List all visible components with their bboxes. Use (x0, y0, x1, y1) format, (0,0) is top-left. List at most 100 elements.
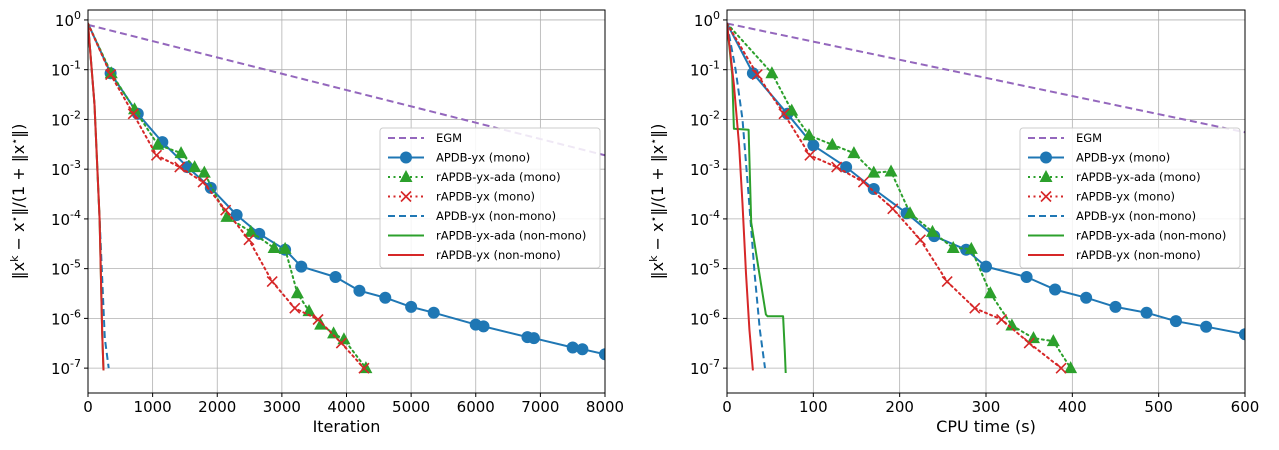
series-line (88, 22, 367, 370)
x-tick-label: 300 (972, 398, 1001, 416)
data-point (1169, 315, 1182, 328)
data-point (329, 270, 342, 283)
data-point (312, 313, 324, 326)
data-point (105, 68, 117, 81)
y-tick-label: 100 (694, 9, 720, 30)
data-point (379, 291, 392, 304)
data-point (314, 317, 328, 330)
legend-label: rAPDB-yx (mono) (1076, 190, 1175, 204)
data-point (289, 302, 301, 314)
series-4 (727, 23, 766, 369)
series-line (727, 23, 787, 374)
series-1 (88, 23, 605, 361)
x-tick-label: 8000 (586, 398, 624, 416)
series-line (727, 22, 1245, 134)
series-3 (88, 22, 370, 374)
y-tick-label: 10-2 (51, 108, 81, 129)
series-5 (727, 23, 787, 374)
x-tick-label: 6000 (457, 398, 495, 416)
legend-swatch-marker (400, 151, 412, 164)
data-point (1239, 328, 1245, 341)
series-line (88, 23, 110, 369)
y-tick-label: 10-3 (690, 158, 720, 179)
series-6 (727, 23, 754, 371)
data-point (230, 208, 243, 221)
data-point (1046, 334, 1060, 347)
data-point (197, 176, 209, 188)
x-tick-label: 2000 (198, 398, 236, 416)
legend-swatch-marker (399, 170, 413, 182)
data-point (174, 146, 188, 159)
series-2 (88, 22, 373, 374)
x-tick-label: 7000 (521, 398, 559, 416)
y-tick-label: 10-7 (51, 357, 81, 378)
data-point (127, 108, 139, 120)
x-tick-label: 1000 (134, 398, 172, 416)
data-point (267, 241, 281, 254)
series-line (88, 23, 105, 371)
data-point (290, 286, 304, 299)
data-point (807, 139, 820, 152)
data-point (867, 165, 881, 178)
legend-label: rAPDB-yx-ada (mono) (436, 170, 561, 184)
legend-label: APDB-yx (non-mono) (436, 209, 556, 223)
x-tick-label: 3000 (263, 398, 301, 416)
x-tick-label: 0 (83, 398, 93, 416)
legend-label: EGM (1076, 131, 1102, 145)
series-2 (727, 22, 1078, 374)
legend-label: APDB-yx (mono) (436, 151, 530, 165)
series-0 (727, 22, 1245, 134)
data-point (847, 146, 861, 159)
data-point (946, 241, 960, 254)
data-point (427, 306, 440, 319)
x-tick-label: 200 (885, 398, 914, 416)
legend-label: rAPDB-yx (non-mono) (1076, 248, 1201, 262)
data-point (778, 108, 790, 120)
data-point (295, 260, 308, 273)
data-point (746, 67, 759, 80)
data-point (903, 206, 917, 219)
data-point (925, 224, 939, 237)
legend-swatch-marker (1040, 190, 1052, 203)
data-point (914, 234, 926, 246)
y-tick-label: 10-1 (690, 59, 720, 80)
data-point (980, 260, 992, 273)
y-axis-label: ‖xk − x⋆‖/(1 + ‖x⋆‖) (647, 124, 668, 280)
y-tick-label: 10-6 (690, 307, 720, 328)
data-point (857, 176, 869, 188)
legend-label: rAPDB-yx-ada (non-mono) (1076, 229, 1226, 243)
data-point (1020, 270, 1033, 283)
x-tick-label: 0 (722, 398, 732, 416)
legend-label: APDB-yx (non-mono) (1076, 209, 1196, 223)
x-tick-label: 600 (1231, 398, 1260, 416)
y-tick-label: 10-2 (690, 108, 720, 129)
series-4 (88, 23, 110, 369)
x-axis-label: CPU time (s) (936, 417, 1036, 436)
data-point (983, 286, 997, 299)
data-point (278, 241, 292, 254)
data-point (599, 348, 605, 361)
data-point (150, 149, 163, 161)
data-point (964, 241, 978, 254)
data-point (941, 275, 953, 288)
y-tick-label: 10-5 (690, 258, 720, 279)
y-tick-label: 10-5 (51, 258, 81, 279)
legend-box (379, 127, 601, 269)
series-line (727, 23, 766, 369)
chart-panel-iteration: 0 1000 2000 3000 4000 5000 6000 7000 8000 10-7 10-… (8, 9, 625, 436)
x-tick-label: 400 (1058, 398, 1087, 416)
data-point (765, 66, 779, 79)
data-point (1055, 362, 1067, 374)
series-6 (88, 23, 105, 371)
data-point (327, 326, 341, 339)
y-tick-label: 10-6 (51, 307, 81, 328)
data-point (1023, 337, 1035, 349)
series-line (727, 23, 754, 371)
data-point (802, 128, 816, 141)
data-point (477, 320, 490, 333)
x-tick-label: 500 (1144, 398, 1173, 416)
data-point (151, 137, 165, 150)
series-group (88, 22, 605, 374)
data-point (353, 284, 366, 297)
